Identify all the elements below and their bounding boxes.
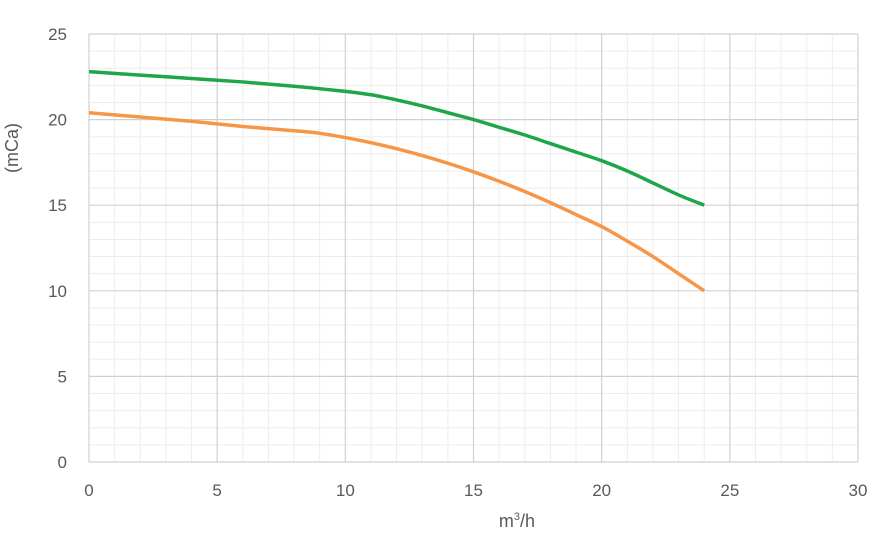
series-line-1 (88, 69, 705, 207)
x-tick-label: 20 (592, 481, 611, 500)
x-axis-title-rest: /h (520, 511, 535, 531)
x-tick-label: 30 (849, 481, 868, 500)
x-axis-title-superscript: 3 (514, 511, 520, 523)
series-layer (88, 69, 706, 293)
x-axis-title: m3/h (499, 511, 535, 531)
y-tick-label: 20 (48, 111, 67, 130)
y-axis-title: (mCa) (2, 123, 22, 173)
series-line-2 (88, 111, 706, 293)
x-tick-label: 25 (720, 481, 739, 500)
x-tick-label: 10 (336, 481, 355, 500)
x-tick-label: 0 (84, 481, 93, 500)
x-axis-ticks: 0 5 10 15 20 25 30 (84, 481, 867, 500)
y-tick-label: 0 (58, 453, 67, 472)
y-tick-label: 25 (48, 25, 67, 44)
x-tick-label: 5 (212, 481, 221, 500)
x-axis-title-base: m (499, 511, 514, 531)
y-tick-label: 10 (48, 282, 67, 301)
major-gridlines (88, 33, 859, 463)
y-axis-ticks: 0 5 10 15 20 25 (48, 25, 67, 472)
y-tick-label: 5 (58, 367, 67, 386)
x-tick-label: 15 (464, 481, 483, 500)
y-tick-label: 15 (48, 196, 67, 215)
